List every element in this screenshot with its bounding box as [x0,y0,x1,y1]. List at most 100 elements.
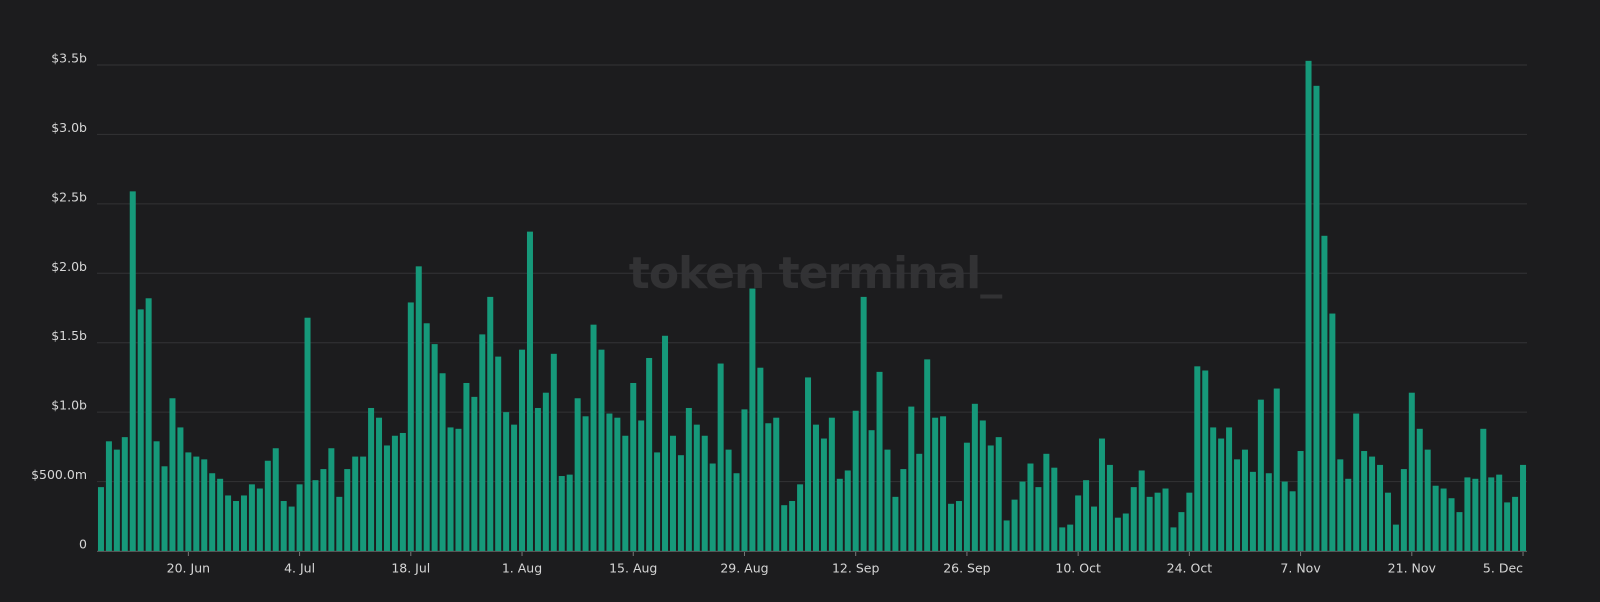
bar [1392,524,1399,551]
bar [733,473,740,551]
bar [1194,366,1201,551]
bar [1488,477,1495,551]
bar [1210,427,1217,551]
bar [1249,471,1256,551]
bar [201,459,208,551]
bar [1019,481,1026,551]
bar [662,335,669,551]
bar [431,344,438,551]
bar [1361,451,1368,551]
bar [463,382,470,551]
bar [1226,427,1233,551]
bar [1424,449,1431,551]
bar [828,417,835,551]
bar [161,466,168,551]
bar [916,453,923,551]
bar [1313,85,1320,551]
bar [1480,428,1487,551]
x-tick-label: 5. Dec [1483,561,1523,576]
bar [725,449,732,551]
bar [1337,459,1344,551]
bar [1464,477,1471,551]
bar [542,392,549,551]
x-tick-label: 10. Oct [1055,561,1101,576]
bar [455,428,462,551]
bar [1130,487,1137,551]
bar [638,420,645,551]
bar [487,296,494,551]
bar [296,484,303,551]
bar [900,469,907,551]
bar [598,349,605,551]
bar [137,309,144,551]
bar [741,409,748,551]
x-tick-label: 20. Jun [167,561,210,576]
bar [797,484,804,551]
bar [566,474,573,551]
bar [844,470,851,551]
bar [987,445,994,551]
bar [908,406,915,551]
bar [558,476,565,551]
bar [669,435,676,551]
bar [1257,399,1264,551]
x-tick-label: 24. Oct [1167,561,1213,576]
bar [820,438,827,551]
bar [1416,428,1423,551]
bar [1456,512,1463,551]
y-tick-label: $2.0b [51,259,87,274]
bar [415,266,422,551]
bar [1178,512,1185,551]
bar [336,496,343,551]
bar [550,353,557,551]
bar [1400,469,1407,551]
bar [288,506,295,551]
bar [955,501,962,551]
bar [1106,464,1113,551]
bar [209,473,216,551]
bar [240,495,247,551]
bar [1091,506,1098,551]
bar [765,423,772,551]
y-tick-label: $500.0m [31,467,87,482]
bar [1408,392,1415,551]
bar [1067,524,1074,551]
bar [344,469,351,551]
bar [940,416,947,551]
y-tick-label: 0 [79,537,87,552]
bar [1114,517,1121,551]
bar [526,231,533,551]
bar [113,449,120,551]
bar [1241,449,1248,551]
bar [97,487,104,551]
bar [654,452,661,551]
bar [1440,488,1447,551]
bar [225,495,232,551]
bar [1345,478,1352,551]
bar [423,323,430,551]
bar [1472,478,1479,551]
bar [677,455,684,551]
x-tick-label: 12. Sep [832,561,879,576]
bar [852,410,859,551]
bar [391,435,398,551]
y-tick-label: $1.5b [51,328,87,343]
bar [963,442,970,551]
x-tick-label: 26. Sep [943,561,990,576]
bar [574,398,581,551]
bar [1273,388,1280,551]
bar [646,357,653,551]
bar [1234,459,1241,551]
bar [534,407,541,551]
bar [1098,438,1105,551]
bar [590,324,597,551]
bar [1138,470,1145,551]
bar [971,403,978,551]
bar [479,334,486,551]
bar [1027,463,1034,551]
bar [1162,488,1169,551]
bar [1083,480,1090,551]
y-tick-label: $1.0b [51,398,87,413]
bar [328,448,335,551]
